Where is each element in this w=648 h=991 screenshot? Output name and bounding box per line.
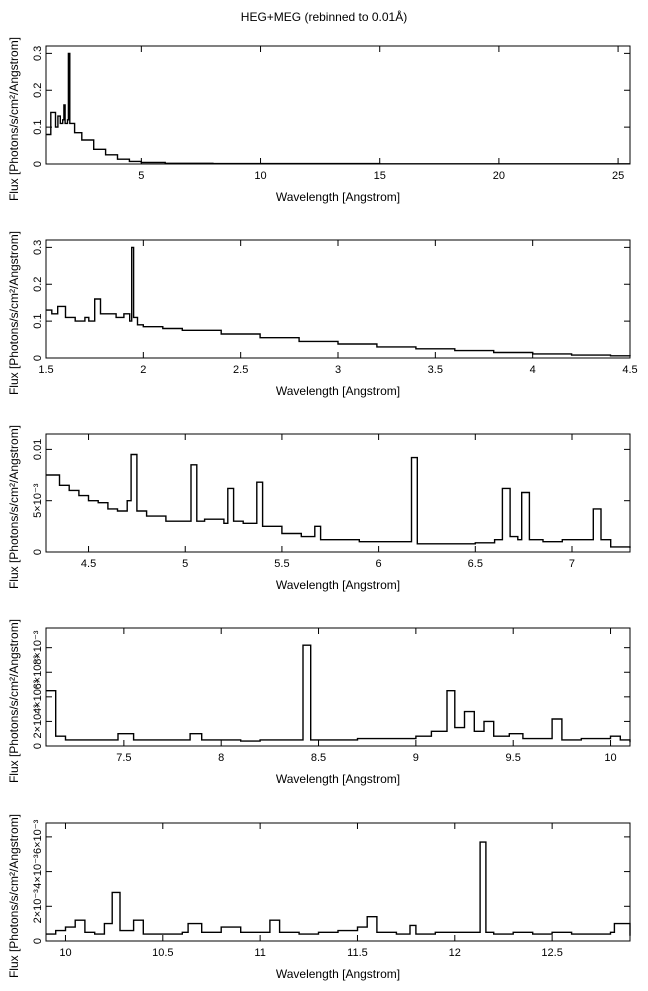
y-tick-label: 0 <box>32 549 44 555</box>
x-tick-label: 5.5 <box>274 558 289 570</box>
y-tick-label: 0 <box>32 355 44 361</box>
x-tick-label: 20 <box>493 170 505 182</box>
y-axis-title: Flux [Photons/s/cm²/Angstrom] <box>7 37 21 201</box>
x-axis-title: Wavelength [Angstrom] <box>276 578 400 592</box>
x-tick-label: 1.5 <box>38 364 53 376</box>
x-tick-label: 8.5 <box>311 752 326 764</box>
chart-panel-1: 5 10 15 20 25 0 0.1 0.2 0.3 Wavelength [Angstrom]… <box>7 37 631 204</box>
x-tick-label: 12.5 <box>541 947 562 959</box>
spectrum-series-line <box>46 453 631 548</box>
x-tick-label: 5 <box>138 170 144 182</box>
y-tick-label: 0.2 <box>32 277 44 292</box>
y-axis-title: Flux [Photons/s/cm²/Angstrom] <box>7 425 21 589</box>
x-tick-label: 2.5 <box>233 364 248 376</box>
chart-panel-5: 10 10.5 11 11.5 12 12.5 0 2×10⁻³4×10⁻³6×10⁻³ Wav… <box>7 814 631 981</box>
x-tick-label: 9.5 <box>506 752 521 764</box>
x-tick-label: 11 <box>254 947 265 959</box>
plot-frame <box>45 822 631 942</box>
page-title: HEG+MEG (rebinned to 0.01Å) <box>240 10 408 24</box>
x-tick-label: 15 <box>374 170 386 182</box>
spectrum-series-line <box>46 52 630 165</box>
spectrum-series-line <box>46 841 631 936</box>
x-axis-title: Wavelength [Angstrom] <box>276 190 400 204</box>
y-tick-label: 0 <box>32 743 44 749</box>
x-tick-label: 9 <box>413 752 419 764</box>
spectrum-series-line <box>46 246 631 357</box>
x-tick-label: 6 <box>376 558 382 570</box>
y-tick-label: 8×10⁻³ <box>32 630 44 665</box>
y-tick-label: 0.1 <box>32 313 44 328</box>
x-tick-label: 3.5 <box>428 364 443 376</box>
y-tick-label: 6×10⁻³ <box>32 655 44 690</box>
y-tick-label: 6×10⁻³ <box>32 819 44 854</box>
x-tick-label: 2 <box>140 364 146 376</box>
plot-frame <box>45 45 631 165</box>
x-tick-label: 10.5 <box>152 947 173 959</box>
x-tick-label: 10 <box>254 170 266 182</box>
x-tick-label: 11.5 <box>347 947 368 959</box>
x-axis-title: Wavelength [Angstrom] <box>276 967 400 981</box>
y-tick-label: 5×10⁻³ <box>32 483 44 518</box>
x-tick-label: 5 <box>182 558 188 570</box>
spectrum-series-line <box>46 644 631 743</box>
x-axis-title: Wavelength [Angstrom] <box>276 384 400 398</box>
x-tick-label: 10 <box>59 947 71 959</box>
y-tick-label: 0.3 <box>32 46 44 61</box>
y-axis-title: Flux [Photons/s/cm²/Angstrom] <box>7 814 21 978</box>
y-axis-title: Flux [Photons/s/cm²/Angstrom] <box>7 231 21 395</box>
y-tick-label: 0.1 <box>32 119 44 134</box>
x-tick-label: 4 <box>530 364 536 376</box>
y-tick-label: 4×10⁻³ <box>32 854 44 889</box>
x-tick-label: 25 <box>612 170 624 182</box>
chart-panel-3: 4.5 5 5.5 6 6.5 7 0 5×10⁻³ 0.01 Wavelength [Angst… <box>7 425 631 592</box>
chart-panel-4: 7.5 8 8.5 9 9.5 10 0 2×10⁻³4×10⁻³6×10⁻³8×10⁻³ Wa… <box>7 619 631 786</box>
y-tick-label: 2×10⁻³ <box>32 704 44 739</box>
x-tick-label: 7 <box>569 558 575 570</box>
plot-frame <box>45 627 631 747</box>
y-tick-label: 2×10⁻³ <box>32 889 44 924</box>
x-tick-label: 4.5 <box>622 364 637 376</box>
plot-frame <box>45 433 631 553</box>
x-axis-title: Wavelength [Angstrom] <box>276 772 400 786</box>
y-axis-title: Flux [Photons/s/cm²/Angstrom] <box>7 619 21 783</box>
x-tick-label: 7.5 <box>116 752 131 764</box>
x-tick-label: 4.5 <box>81 558 96 570</box>
y-tick-label: 0 <box>32 161 44 167</box>
x-tick-label: 6.5 <box>468 558 483 570</box>
y-tick-label: 0 <box>32 938 44 944</box>
x-tick-label: 10 <box>604 752 616 764</box>
x-tick-label: 3 <box>335 364 341 376</box>
chart-panel-2: 1.5 2 2.5 3 3.5 4 4.5 0 0.1 0.2 0.3 Wavelength [Ang… <box>7 231 638 398</box>
y-tick-label: 0.2 <box>32 83 44 98</box>
x-tick-label: 12 <box>449 947 461 959</box>
y-tick-label: 0.01 <box>32 439 44 460</box>
y-tick-label: 4×10⁻³ <box>32 679 44 714</box>
x-tick-label: 8 <box>218 752 224 764</box>
y-tick-label: 0.3 <box>32 240 44 255</box>
